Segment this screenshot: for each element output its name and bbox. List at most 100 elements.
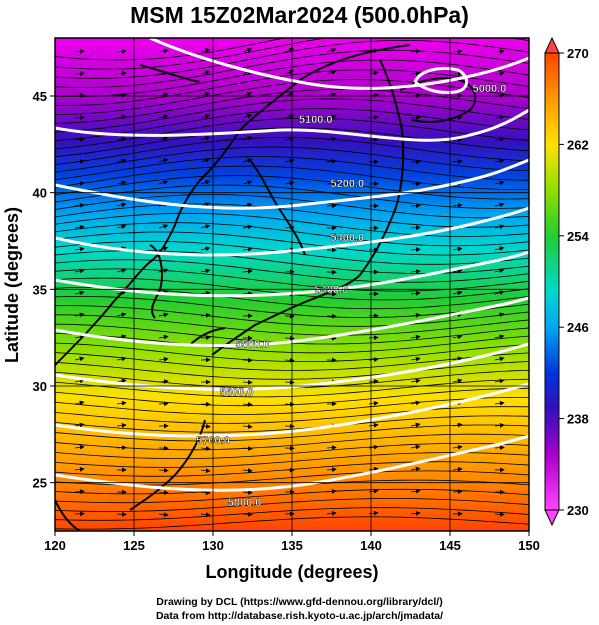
wind-arrow bbox=[494, 378, 505, 384]
wind-arrow bbox=[242, 468, 253, 473]
wind-arrow bbox=[494, 49, 505, 54]
wind-arrow bbox=[242, 269, 253, 274]
colorbar-min-arrow bbox=[544, 509, 560, 527]
wind-arrow bbox=[242, 446, 253, 451]
wind-arrow bbox=[158, 512, 169, 518]
wind-arrow bbox=[74, 246, 85, 252]
wind-arrow bbox=[494, 136, 505, 142]
streamline bbox=[55, 268, 529, 292]
wind-arrow bbox=[284, 335, 295, 341]
wind-arrow bbox=[326, 445, 337, 451]
wind-arrow bbox=[494, 334, 505, 340]
wind-arrow bbox=[284, 357, 295, 363]
wind-arrow bbox=[494, 423, 505, 428]
wind-arrow bbox=[158, 224, 169, 229]
streamline bbox=[55, 333, 529, 354]
wind-arrow bbox=[200, 490, 211, 496]
streamline bbox=[55, 516, 529, 530]
wind-arrow bbox=[326, 203, 337, 209]
wind-arrow bbox=[158, 356, 169, 362]
wind-arrow bbox=[158, 136, 169, 141]
wind-arrow bbox=[158, 334, 169, 340]
graticule bbox=[55, 38, 529, 531]
wind-arrow bbox=[74, 489, 85, 495]
wind-arrow bbox=[284, 225, 295, 230]
wind-arrow bbox=[116, 180, 127, 186]
wind-arrow bbox=[452, 246, 463, 252]
wind-arrow bbox=[368, 466, 379, 472]
colorbar-tick-label: 262 bbox=[567, 137, 589, 152]
wind-arrow bbox=[494, 180, 505, 186]
streamline bbox=[55, 88, 529, 124]
streamline bbox=[55, 231, 529, 256]
wind-arrow bbox=[494, 511, 505, 517]
wind-arrow bbox=[410, 356, 421, 362]
wind-arrow bbox=[368, 70, 379, 76]
streamline bbox=[55, 397, 529, 415]
y-tick-label: 40 bbox=[33, 186, 47, 201]
streamline bbox=[55, 443, 529, 459]
wind-arrow bbox=[452, 467, 463, 472]
contour-label: 5100.0 bbox=[299, 114, 333, 126]
wind-arrow bbox=[410, 291, 421, 296]
wind-arrow bbox=[494, 224, 505, 230]
streamline bbox=[55, 175, 529, 200]
wind-arrow bbox=[74, 444, 85, 450]
streamline bbox=[55, 433, 529, 451]
chart-title: MSM 15Z02Mar2024 (500.0hPa) bbox=[130, 2, 469, 28]
contour-label: 5800.0 bbox=[228, 497, 262, 509]
wind-arrow bbox=[74, 268, 85, 274]
wind-arrow bbox=[326, 181, 337, 186]
wind-arrow bbox=[74, 422, 85, 428]
wind-arrow bbox=[368, 357, 379, 362]
wind-arrow bbox=[116, 202, 127, 208]
wind-arrow bbox=[410, 334, 421, 340]
wind-arrow bbox=[452, 334, 463, 340]
wind-arrow bbox=[410, 378, 421, 384]
wind-arrow bbox=[74, 312, 85, 318]
streamline bbox=[55, 378, 529, 398]
wind-arrow bbox=[284, 379, 295, 385]
streamline bbox=[55, 108, 529, 141]
wind-arrow bbox=[158, 180, 169, 185]
streamline bbox=[55, 165, 529, 190]
streamline bbox=[55, 452, 529, 468]
wind-arrow bbox=[242, 180, 253, 185]
wind-arrow bbox=[410, 115, 421, 121]
colorbar-max-arrow bbox=[544, 36, 560, 54]
wind-arrow bbox=[158, 490, 169, 495]
streamline bbox=[55, 415, 529, 433]
wind-arrow bbox=[452, 356, 463, 362]
wind-streamlines bbox=[55, 38, 529, 530]
wind-arrow bbox=[368, 159, 379, 165]
wind-arrow bbox=[74, 290, 85, 296]
wind-arrow bbox=[74, 467, 85, 472]
streamline bbox=[55, 406, 529, 424]
contour-label: 5500.0 bbox=[236, 338, 270, 350]
wind-arrow bbox=[494, 290, 505, 295]
wind-arrow bbox=[452, 290, 463, 296]
wind-arrow bbox=[242, 246, 253, 252]
wind-arrow bbox=[452, 159, 463, 164]
contour-label: 5400.0 bbox=[315, 284, 349, 296]
streamline bbox=[55, 240, 529, 265]
wind-arrow bbox=[410, 488, 421, 494]
wind-arrow bbox=[242, 136, 253, 141]
wind-arrow bbox=[74, 49, 85, 54]
wind-arrow bbox=[116, 224, 127, 230]
wind-arrow bbox=[368, 401, 379, 406]
wind-arrow bbox=[200, 246, 211, 252]
wind-arrow bbox=[74, 224, 85, 230]
wind-arrow bbox=[326, 467, 337, 472]
wind-arrow bbox=[494, 114, 505, 120]
wind-arrow bbox=[158, 379, 169, 384]
wind-arrow bbox=[410, 48, 421, 54]
wind-arrow bbox=[368, 115, 379, 120]
wind-arrow bbox=[200, 512, 211, 518]
wind-arrow bbox=[452, 422, 463, 428]
wind-arrow bbox=[158, 48, 169, 54]
wind-arrow bbox=[368, 444, 379, 450]
wind-arrow bbox=[242, 379, 253, 385]
wind-arrow bbox=[242, 113, 253, 119]
